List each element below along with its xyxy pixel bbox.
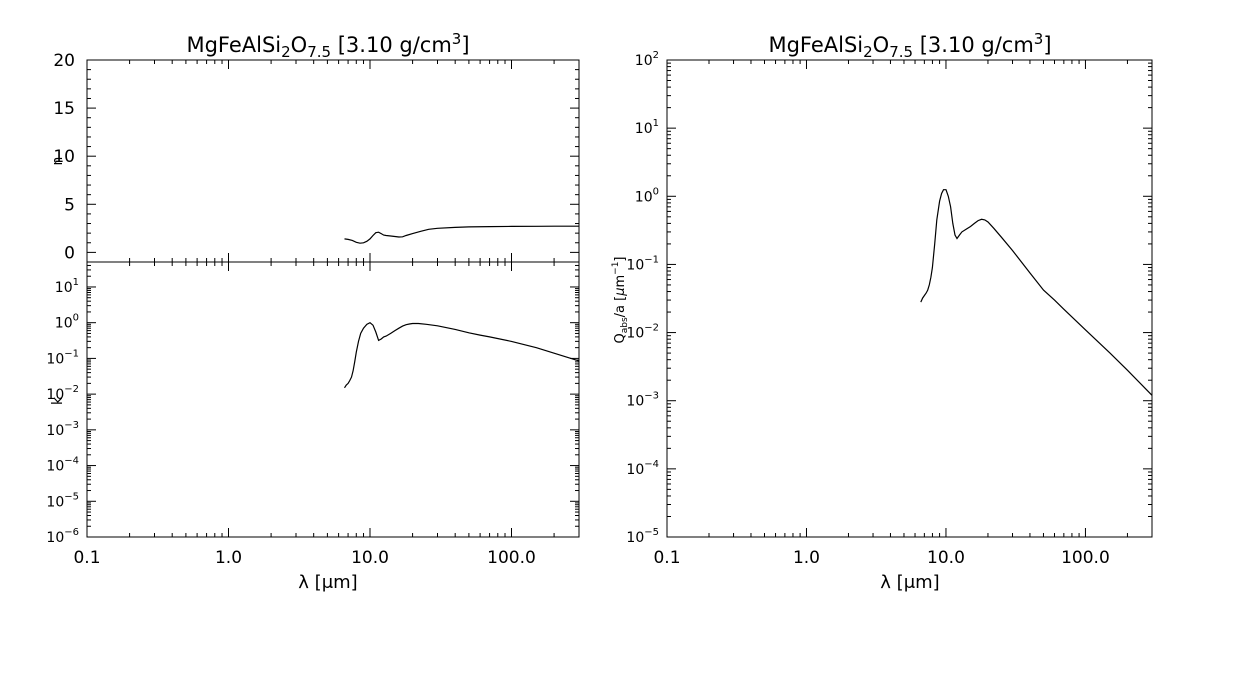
n-panel-frame [86, 59, 580, 263]
y-tick-label: 102 [635, 50, 659, 69]
n-panel: 0 5 10 15 20 [53, 51, 580, 263]
left-x-axis-label: λ [μm] [298, 572, 357, 593]
n-panel-series-line [344, 225, 579, 244]
y-tick-label: 10−4 [46, 456, 79, 475]
x-tick-label: 100.0 [1061, 548, 1110, 568]
x-tick-label: 100.0 [487, 548, 536, 568]
x-tick-label: 1.0 [215, 548, 242, 568]
qabs-panel-series-line [920, 189, 1153, 396]
y-tick-label: 10−2 [626, 323, 659, 342]
left-chart-title: MgFeAlSi2O7.5 [3.10 g/cm3] [186, 30, 469, 61]
x-tick-label: 0.1 [653, 548, 680, 568]
y-tick-label: 20 [53, 51, 75, 71]
x-tick-label: 10.0 [351, 548, 389, 568]
y-tick-label: 10−5 [46, 491, 79, 510]
qabs-axis-label: Qabs/a [μm−1] [611, 256, 630, 343]
y-tick-label: 101 [55, 277, 79, 296]
y-tick-label: 100 [55, 313, 79, 332]
k-panel-frame [86, 261, 580, 538]
y-tick-label: 10−4 [626, 459, 659, 478]
y-tick-label: 10 [53, 147, 75, 167]
x-tick-label: 10.0 [927, 548, 965, 568]
y-tick-label: 10−1 [46, 348, 79, 367]
n-axis-label: n [50, 157, 66, 166]
y-tick-label: 101 [635, 118, 659, 137]
y-tick-label: 10−2 [46, 384, 79, 403]
chart-panels: 0 5 10 15 20 0.1 1.0 10.0 100.0 10−6 10−5 10−4 10−3 1… [46, 50, 1153, 568]
y-tick-label: 10−3 [46, 420, 79, 439]
right-x-axis-label: λ [μm] [880, 572, 939, 593]
y-tick-label: 10−1 [626, 254, 659, 273]
y-tick-label: 10−5 [626, 527, 659, 546]
y-tick-label: 100 [635, 186, 659, 205]
k-panel-series-line [343, 321, 580, 389]
qabs-panel-frame [666, 59, 1153, 538]
y-tick-label: 10−3 [626, 391, 659, 410]
y-tick-label: 10−6 [46, 527, 79, 546]
y-tick-label: 15 [53, 99, 75, 119]
k-panel: 0.1 1.0 10.0 100.0 10−6 10−5 10−4 10−3 10−2 10−1 1… [46, 261, 580, 568]
x-tick-label: 0.1 [73, 548, 100, 568]
x-tick-label: 1.0 [793, 548, 820, 568]
k-axis-label: k [50, 396, 66, 405]
right-chart-title: MgFeAlSi2O7.5 [3.10 g/cm3] [768, 30, 1051, 61]
qabs-panel: 0.1 1.0 10.0 100.0 10−5 10−4 10−3 10−2 10−1 100 10… [626, 50, 1153, 568]
y-tick-label: 5 [64, 195, 75, 215]
y-tick-label: 0 [64, 243, 75, 263]
